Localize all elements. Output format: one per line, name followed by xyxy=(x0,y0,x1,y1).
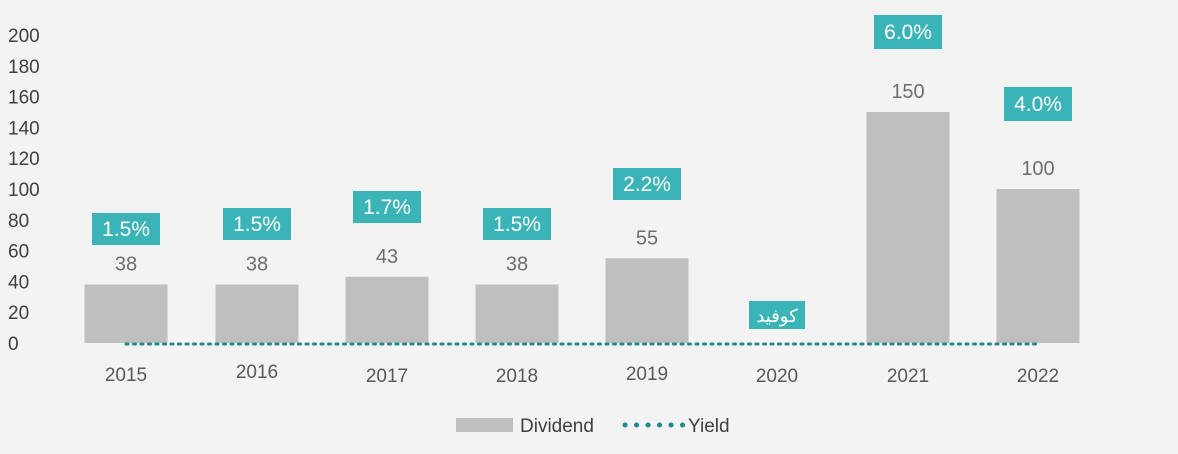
x-tick-label-2018: 2018 xyxy=(496,366,538,387)
y-tick-label-60: 60 xyxy=(8,242,29,263)
yield-label-2015: 1.5% xyxy=(102,218,150,241)
y-tick-label-120: 120 xyxy=(8,149,40,170)
y-tick-label-180: 180 xyxy=(8,57,40,78)
bar-2021 xyxy=(866,112,950,343)
y-tick-label-200: 200 xyxy=(8,26,40,47)
data-label-2022: 100 xyxy=(1021,158,1054,180)
yield-label-2020: كوفيد xyxy=(756,306,798,327)
x-tick-label-2017: 2017 xyxy=(366,366,408,387)
bar-2018 xyxy=(475,284,559,343)
bar-2019 xyxy=(605,258,689,343)
yield-label-box-2021 xyxy=(874,15,942,49)
data-label-2016: 38 xyxy=(246,253,268,275)
bar-2017 xyxy=(345,276,429,343)
x-tick-label-2019: 2019 xyxy=(626,364,668,385)
data-label-2018: 38 xyxy=(506,253,528,275)
yield-label-2022: 4.0% xyxy=(1014,93,1062,116)
data-label-2015: 38 xyxy=(115,253,137,275)
bar-2022 xyxy=(996,189,1080,343)
yield-label-box-2015 xyxy=(92,213,160,245)
data-label-2021: 150 xyxy=(891,81,924,103)
yield-label-2021: 6.0% xyxy=(884,21,932,44)
y-tick-label-140: 140 xyxy=(8,118,40,139)
yield-label-2016: 1.5% xyxy=(233,213,281,236)
yield-label-box-2022 xyxy=(1004,87,1072,121)
x-tick-label-2016: 2016 xyxy=(236,362,278,383)
data-label-2017: 43 xyxy=(376,246,398,268)
bar-2015 xyxy=(84,284,168,343)
x-tick-label-2015: 2015 xyxy=(105,365,147,386)
x-tick-label-2022: 2022 xyxy=(1017,366,1059,387)
y-tick-label-0: 0 xyxy=(8,334,19,355)
data-label-2019: 55 xyxy=(636,227,658,249)
bar-2016 xyxy=(215,284,299,343)
yield-label-box-2017 xyxy=(353,191,421,223)
yield-label-box-2016 xyxy=(223,208,291,240)
legend-label-yield: Yield xyxy=(688,416,730,437)
yield-label-2019: 2.2% xyxy=(623,173,671,196)
yield-label-box-2019 xyxy=(613,168,681,200)
y-tick-label-40: 40 xyxy=(8,272,29,293)
x-tick-label-2021: 2021 xyxy=(887,366,929,387)
yield-label-box-2020 xyxy=(749,301,805,329)
y-tick-label-20: 20 xyxy=(8,303,29,324)
legend-label-dividend: Dividend xyxy=(520,416,594,437)
y-tick-label-160: 160 xyxy=(8,88,40,109)
y-tick-label-100: 100 xyxy=(8,180,40,201)
yield-label-box-2018 xyxy=(483,208,551,240)
yield-label-2017: 1.7% xyxy=(363,196,411,219)
legend-swatch-dividend xyxy=(456,418,513,432)
yield-label-2018: 1.5% xyxy=(493,213,541,236)
y-tick-label-80: 80 xyxy=(8,211,29,232)
x-tick-label-2020: 2020 xyxy=(756,366,798,387)
